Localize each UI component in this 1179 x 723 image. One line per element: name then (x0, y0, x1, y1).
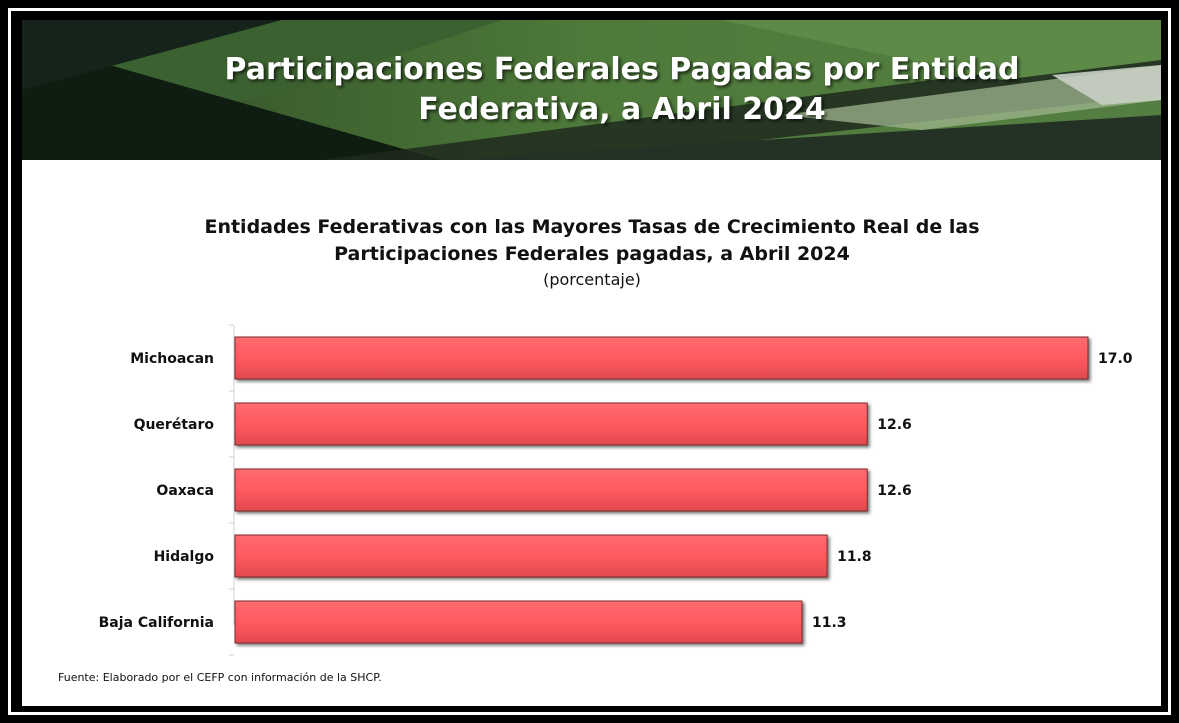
bar-baja-california (234, 600, 803, 644)
value-label: 12.6 (877, 417, 912, 433)
value-label: 11.3 (812, 615, 847, 631)
value-label: 11.8 (837, 549, 872, 565)
chart-title: Entidades Federativas con las Mayores Ta… (82, 214, 1102, 291)
banner-background (22, 20, 1161, 160)
category-label: Hidalgo (154, 549, 215, 565)
category-label: Querétaro (134, 417, 215, 433)
page-title-line2: Federativa, a Abril 2024 (418, 92, 826, 127)
value-label: 12.6 (877, 483, 912, 499)
category-label: Michoacan (130, 351, 214, 367)
slide: Participaciones Federales Pagadas por En… (22, 20, 1161, 706)
page-title-line1: Participaciones Federales Pagadas por En… (224, 52, 1020, 87)
header-banner: Participaciones Federales Pagadas por En… (22, 20, 1161, 160)
chart-subtitle: (porcentaje) (543, 270, 641, 289)
chart-title-line2: Participaciones Federales pagadas, a Abr… (334, 243, 850, 265)
bar-quer-taro (234, 402, 868, 446)
bar-oaxaca (234, 468, 868, 512)
chart-title-line1: Entidades Federativas con las Mayores Ta… (204, 216, 980, 238)
bar-chart: Michoacan 17.0 Querétaro 12.6 Oaxaca 12.6 Hida… (99, 324, 1133, 656)
bar-michoacan (234, 336, 1089, 380)
category-label: Oaxaca (156, 483, 214, 499)
source-note: Fuente: Elaborado por el CEFP con inform… (58, 671, 382, 684)
bar-hidalgo (234, 534, 828, 578)
category-label: Baja California (99, 615, 214, 631)
page-title: Participaciones Federales Pagadas por En… (172, 50, 1072, 130)
value-label: 17.0 (1098, 351, 1133, 367)
